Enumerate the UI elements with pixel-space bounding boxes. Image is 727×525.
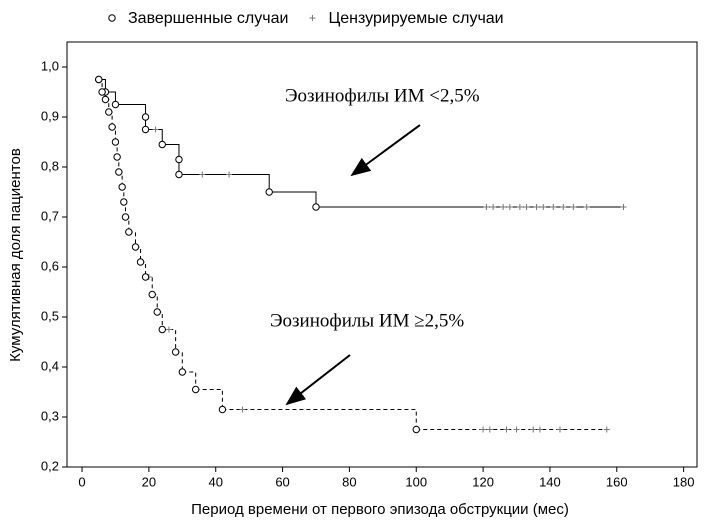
censored-marker (513, 426, 520, 433)
x-tick-label: 180 (673, 474, 695, 489)
curve-step (195, 389, 223, 410)
censored-marker (152, 126, 159, 133)
curve-step (222, 409, 417, 430)
legend-marker (108, 14, 116, 22)
event-marker (118, 183, 126, 191)
censored-marker (500, 204, 507, 210)
event-marker (153, 308, 161, 316)
y-tick-label: 0,7 (41, 208, 59, 223)
annotation-arrow (350, 124, 421, 177)
y-tick-label: 0,2 (41, 458, 59, 473)
event-marker (105, 108, 113, 116)
censored-marker (620, 204, 627, 210)
censored-marker (490, 204, 497, 210)
x-tick-label: 60 (275, 474, 289, 489)
censored-marker (550, 204, 557, 210)
y-axis-label: Кумулятивная доля пациентов (7, 148, 24, 362)
event-marker (115, 168, 123, 176)
event-marker (95, 75, 103, 84)
event-marker (141, 125, 150, 134)
event-marker (101, 95, 110, 104)
censored-marker (165, 326, 172, 333)
event-marker (148, 290, 156, 299)
censored-marker (530, 426, 537, 433)
plot-frame (66, 41, 698, 468)
event-marker (171, 348, 180, 356)
censored-marker (603, 426, 610, 433)
event-marker (108, 123, 116, 131)
event-marker (111, 138, 120, 146)
censored-marker (540, 204, 547, 210)
censored-marker (486, 426, 493, 433)
curve-step (178, 174, 270, 192)
x-tick-label: 0 (78, 474, 85, 489)
y-tick-label: 0,9 (41, 108, 59, 123)
event-marker (158, 325, 166, 334)
x-tick-label: 140 (539, 474, 561, 489)
x-tick-label: 120 (472, 474, 494, 489)
y-tick-label: 0,4 (41, 358, 59, 373)
censored-marker (516, 204, 523, 210)
legend-label: Завершенные случаи (128, 10, 288, 27)
censored-marker (226, 171, 233, 178)
event-marker (98, 88, 106, 96)
event-marker (265, 188, 273, 196)
event-marker (111, 100, 120, 109)
censored-marker (570, 204, 577, 210)
censored-marker (536, 426, 543, 433)
annotation: Эозинофилы ИМ <2,5% (285, 85, 480, 106)
x-tick-label: 40 (208, 474, 222, 489)
censored-marker (483, 204, 490, 210)
x-tick-label: 160 (606, 474, 628, 489)
censored-marker (199, 171, 206, 178)
event-marker (412, 425, 420, 434)
curve-step (145, 129, 163, 145)
event-marker (121, 213, 130, 221)
curve-step (269, 191, 317, 207)
legend-marker (309, 15, 316, 21)
x-axis-label: Период времени от первого эпизода обстру… (191, 501, 569, 518)
event-marker (218, 405, 227, 414)
y-tick-label: 0,8 (41, 158, 59, 173)
event-marker (141, 113, 150, 121)
event-marker (131, 243, 140, 251)
censored-marker (239, 406, 246, 413)
annotation-arrow (285, 354, 351, 406)
curve-step (162, 144, 180, 160)
event-marker (191, 385, 200, 394)
event-marker (120, 198, 128, 206)
event-marker (178, 368, 187, 376)
y-tick-label: 0,5 (41, 308, 59, 323)
y-tick-label: 0,6 (41, 258, 59, 273)
censored-marker (560, 204, 567, 210)
event-marker (312, 203, 320, 211)
event-marker (113, 153, 121, 161)
event-marker (175, 155, 183, 164)
censored-marker (506, 204, 513, 210)
event-marker (125, 228, 133, 236)
x-tick-label: 80 (342, 474, 356, 489)
censored-marker (583, 204, 590, 210)
censored-marker (503, 426, 510, 433)
censored-marker (480, 426, 487, 433)
censored-marker (533, 204, 540, 210)
curve-step (115, 104, 147, 117)
legend-label: Цензурируемые случаи (328, 10, 503, 27)
censored-marker (523, 204, 530, 210)
x-tick-label: 20 (142, 474, 156, 489)
event-marker (141, 273, 150, 281)
y-tick-label: 1,0 (41, 58, 59, 73)
annotation: Эозинофилы ИМ ≥2,5% (270, 310, 464, 331)
x-tick-label: 100 (405, 474, 427, 489)
event-marker (158, 140, 166, 149)
censored-marker (556, 426, 563, 433)
y-tick-label: 0,3 (41, 408, 59, 423)
event-marker (136, 258, 145, 266)
event-marker (175, 170, 183, 179)
curve-step (162, 329, 177, 352)
